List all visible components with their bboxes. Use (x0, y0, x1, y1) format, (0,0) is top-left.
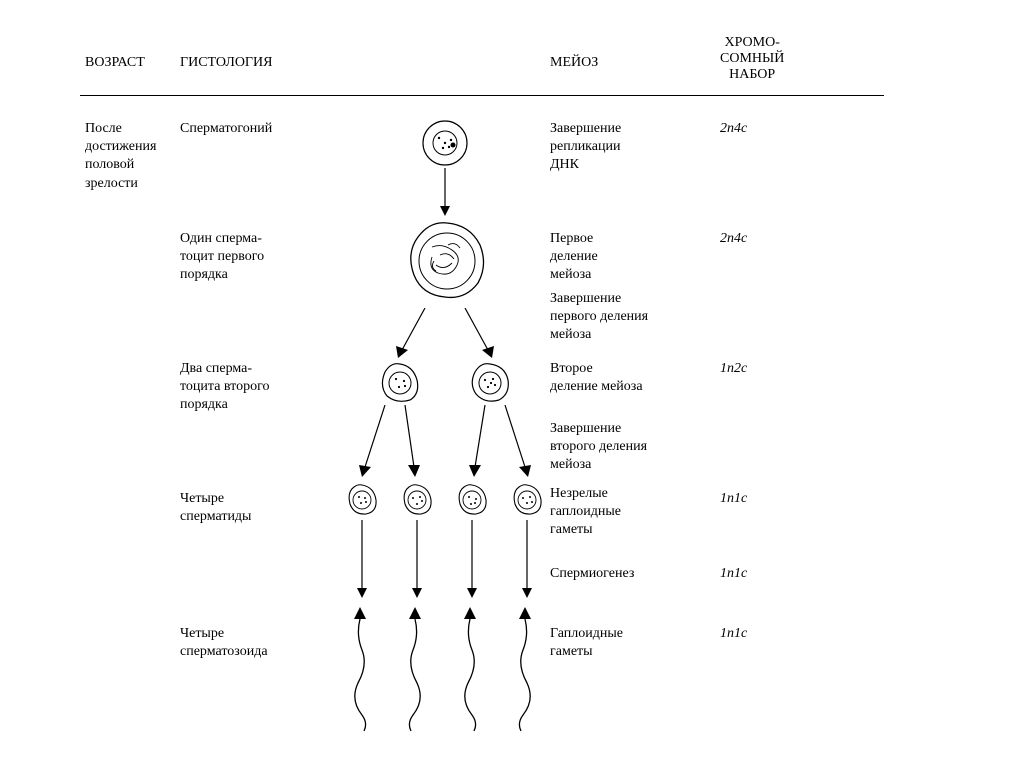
meiosis-label-4b: Спермиогенез (550, 565, 634, 583)
age-label-1: После достижения половой зрелости (85, 120, 156, 193)
arrow-3c (465, 405, 490, 480)
spermatogonium-cell (415, 115, 475, 175)
header-divider (80, 95, 884, 96)
meiosis-label-1: Завершение репликации ДНК (550, 120, 621, 175)
arrow-2-right (460, 308, 500, 363)
spermatid-3 (452, 480, 492, 520)
spermatozoon-1 (348, 605, 378, 735)
header-age: ВОЗРАСТ (85, 55, 145, 71)
chrom-label-3: 1n2c (720, 360, 747, 378)
spermatozoon-3 (458, 605, 488, 735)
secondary-spermatocyte-2 (465, 358, 515, 408)
meiosis-label-2b: Завершение первого деления мейоза (550, 290, 648, 345)
spermatogenesis-diagram: ВОЗРАСТ ГИСТОЛОГИЯ МЕЙОЗ ХРОМО- СОМНЫЙ Н… (20, 20, 1004, 747)
spermatid-4 (507, 480, 547, 520)
arrow-4c (465, 520, 479, 600)
header-meiosis: МЕЙОЗ (550, 55, 598, 71)
header-chrom: ХРОМО- СОМНЫЙ НАБОР (720, 35, 784, 83)
secondary-spermatocyte-1 (375, 358, 425, 408)
arrow-4a (355, 520, 369, 600)
spermatozoon-4 (513, 605, 543, 735)
meiosis-label-4: Незрелые гаплоидные гаметы (550, 485, 621, 540)
meiosis-label-2: Первое деление мейоза (550, 230, 598, 285)
hist-label-3: Два сперма- тоцита второго порядка (180, 360, 270, 415)
arrow-2-left (390, 308, 430, 363)
meiosis-label-5: Гаплоидные гаметы (550, 625, 623, 661)
arrow-3d (500, 405, 535, 480)
hist-label-2: Один сперма- тоцит первого порядка (180, 230, 264, 285)
hist-label-5: Четыре сперматозоида (180, 625, 268, 661)
chrom-label-5: 1n1c (720, 625, 747, 643)
chrom-label-4b: 1n1c (720, 565, 747, 583)
primary-spermatocyte-cell (400, 215, 495, 310)
meiosis-label-3: Второе деление мейоза (550, 360, 643, 396)
header-histology: ГИСТОЛОГИЯ (180, 55, 272, 71)
spermatid-2 (397, 480, 437, 520)
arrow-4d (520, 520, 534, 600)
arrow-1 (438, 168, 452, 218)
chrom-label-2: 2n4c (720, 230, 747, 248)
chrom-label-4: 1n1c (720, 490, 747, 508)
arrow-4b (410, 520, 424, 600)
chrom-label-1: 2n4c (720, 120, 747, 138)
arrow-3b (400, 405, 425, 480)
hist-label-4: Четыре сперматиды (180, 490, 251, 526)
hist-label-1: Сперматогоний (180, 120, 272, 138)
meiosis-label-3b: Завершение второго деления мейоза (550, 420, 647, 475)
spermatid-1 (342, 480, 382, 520)
arrow-3a (355, 405, 390, 480)
spermatozoon-2 (403, 605, 433, 735)
